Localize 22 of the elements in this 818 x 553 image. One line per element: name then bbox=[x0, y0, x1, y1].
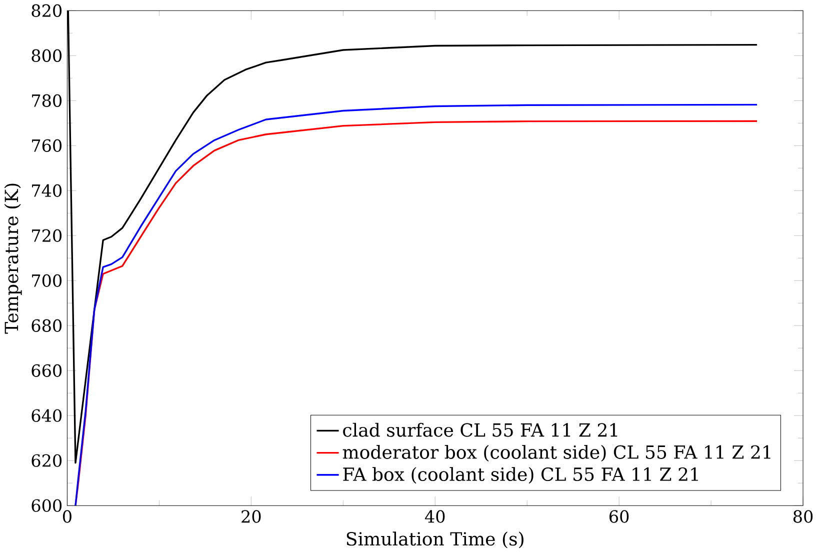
y-tick-label: 760 bbox=[32, 140, 62, 152]
x-tick-label: 20 bbox=[242, 510, 261, 524]
legend-label: FA box (coolant side) CL 55 FA 11 Z 21 bbox=[343, 467, 698, 484]
y-tick-label: 620 bbox=[32, 454, 62, 468]
y-tick-label: 640 bbox=[32, 409, 62, 422]
y-tick-label: 660 bbox=[32, 364, 62, 378]
y-axis-title: Temperature (K) bbox=[4, 184, 22, 334]
y-tick-label: 800 bbox=[32, 50, 62, 62]
y-tick-label: 600 bbox=[32, 499, 62, 512]
legend-label: clad surface CL 55 FA 11 Z 21 bbox=[343, 423, 618, 438]
x-tick-label: 0 bbox=[62, 510, 72, 524]
x-tick-label: 80 bbox=[793, 510, 813, 524]
y-tick-label: 780 bbox=[32, 94, 62, 108]
x-tick-label: 60 bbox=[610, 510, 629, 524]
y-tick-label: 700 bbox=[32, 274, 62, 288]
y-tick-label: 720 bbox=[32, 230, 62, 242]
y-tick-label: 680 bbox=[32, 319, 62, 332]
x-tick-label: 40 bbox=[424, 510, 445, 524]
legend-label: moderator box (coolant side) CL 55 FA 11 Z 21 bbox=[342, 445, 770, 462]
y-tick-label: 820 bbox=[32, 4, 62, 18]
x-axis-title: Simulation Time (s) bbox=[346, 532, 524, 548]
y-tick-label: 740 bbox=[32, 184, 62, 198]
